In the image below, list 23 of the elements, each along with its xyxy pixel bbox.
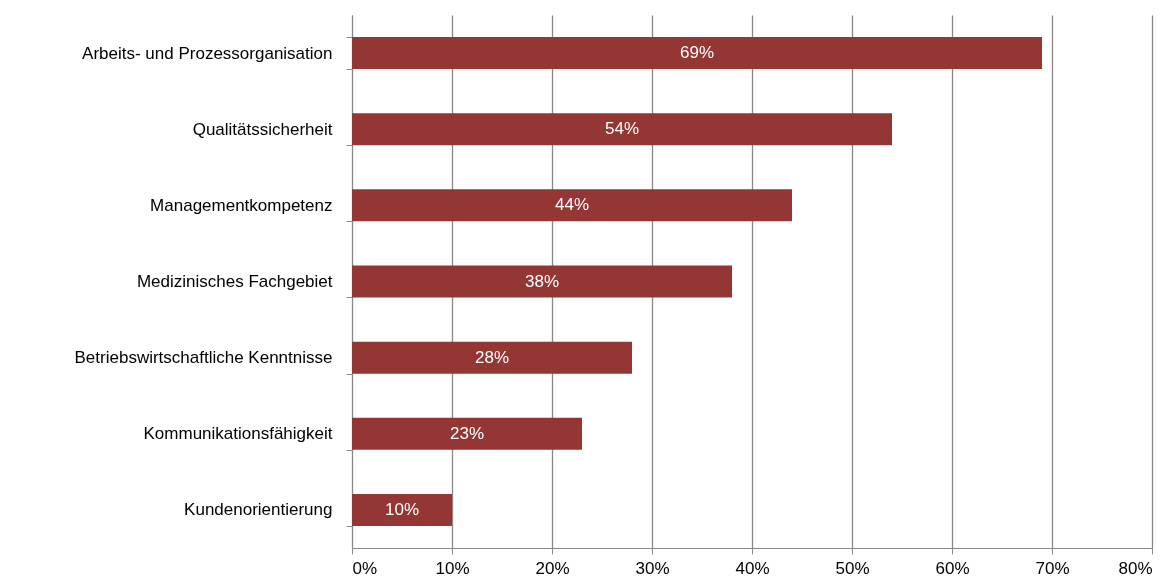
data-label: 69% [679,43,715,63]
y-tick-label: Betriebswirtschaftliche Kenntnisse [74,348,333,368]
data-label: 38% [524,271,560,291]
x-tick-label: 30% [635,558,670,578]
data-label: 10% [384,499,420,519]
data-label: 28% [474,347,510,367]
x-tick-label: 80% [1118,558,1153,578]
x-tick-label: 40% [735,558,770,578]
y-tick-label: Arbeits- und Prozessorganisation [82,43,333,63]
y-tick-label: Kundenorientierung [184,500,333,520]
y-tick-label: Medizinisches Fachgebiet [136,272,333,291]
x-tick-label: 0% [352,558,378,578]
x-tick-label: 50% [835,558,870,578]
data-label: 44% [554,195,590,215]
x-tick-label: 20% [535,558,570,578]
x-tick-label: 60% [935,558,970,578]
y-tick-label: Kommunikationsfähigkeit [143,424,333,444]
y-tick-label: Managementkompetenz [150,195,333,215]
x-tick-label: 10% [435,558,470,578]
x-tick-label: 70% [1035,558,1070,578]
data-label: 23% [449,423,485,443]
data-label: 54% [604,119,640,139]
y-tick-label: Qualitätssicherheit [192,119,333,139]
